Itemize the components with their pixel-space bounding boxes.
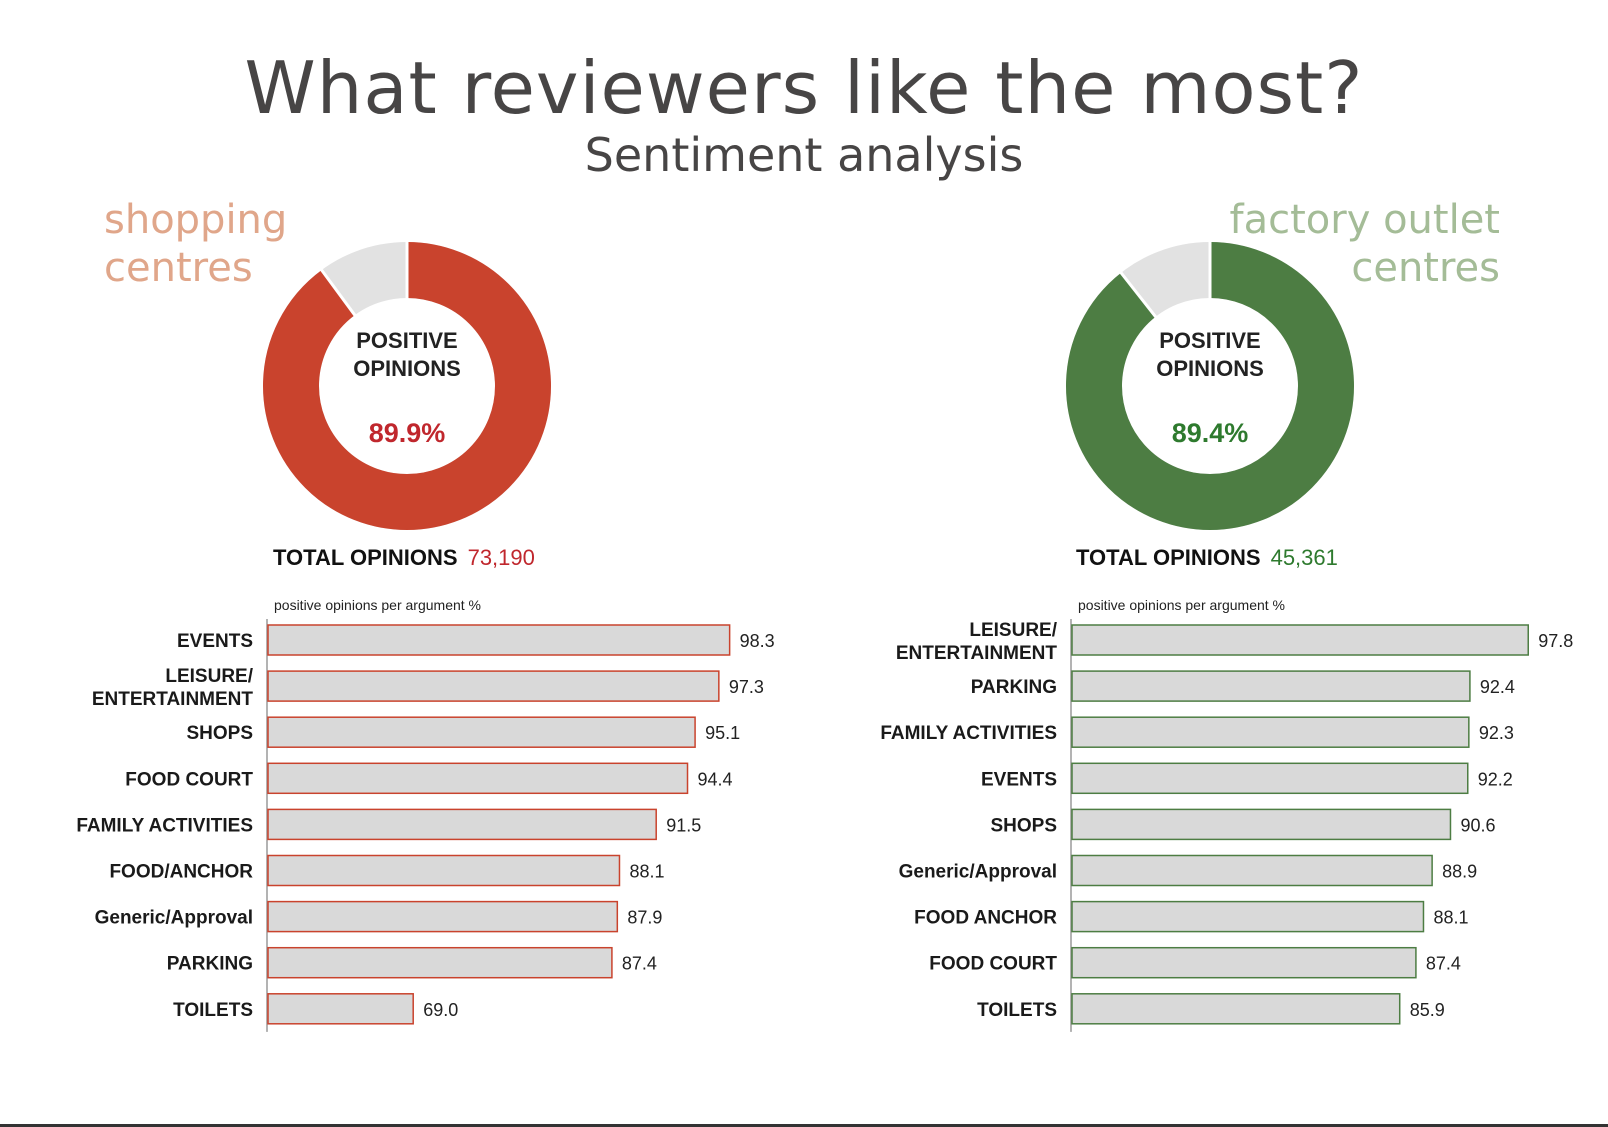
bar-label-left-5: FOOD/ANCHOR <box>109 862 253 883</box>
bar-value-left-8: 69.0 <box>423 1000 458 1020</box>
bar-right-7 <box>1071 946 1417 979</box>
bar-left-6 <box>267 900 619 933</box>
bar-chart-factory-outlet-centres: positive opinions per argument % 97.8 LEIS… <box>880 597 1573 1032</box>
total-opinions-left: TOTAL OPINIONS 73,190 <box>273 545 535 571</box>
category-shopping-centres: shopping centres <box>104 197 288 291</box>
category-factory-outlet-centres: factory outlet centres <box>1229 197 1501 291</box>
donut-separator-right-1 <box>1119 271 1158 319</box>
bar-left-1 <box>267 670 720 702</box>
bar-label-left-2: SHOPS <box>186 723 253 744</box>
bar-value-left-4: 91.5 <box>666 815 701 835</box>
bar-value-right-6: 88.1 <box>1433 908 1468 928</box>
bar-value-right-8: 85.9 <box>1410 1000 1445 1020</box>
donut-center-label-left: POSITIVE OPINIONS <box>353 328 461 381</box>
bottom-divider <box>0 1124 1608 1127</box>
donut-center-label-right: POSITIVE OPINIONS <box>1156 328 1264 381</box>
bar-value-right-7: 87.4 <box>1426 954 1461 974</box>
bar-left-5 <box>267 854 621 887</box>
bar-left-7 <box>267 946 613 979</box>
bar-right-2 <box>1071 716 1470 748</box>
bar-value-right-5: 88.9 <box>1442 862 1477 882</box>
bar-label-right-1: PARKING <box>971 677 1057 698</box>
bar-left-4 <box>267 808 657 841</box>
bar-label-left-7: PARKING <box>167 954 253 975</box>
bar-left-3 <box>267 762 689 795</box>
bar-value-left-1: 97.3 <box>729 677 764 697</box>
bar-right-4 <box>1071 808 1452 841</box>
total-value-right: 45,361 <box>1270 545 1338 570</box>
bar-value-left-7: 87.4 <box>622 954 657 974</box>
bar-value-right-1: 92.4 <box>1480 677 1515 697</box>
bar-right-6 <box>1071 900 1425 933</box>
total-value-left: 73,190 <box>467 545 535 570</box>
bar-left-0 <box>267 624 731 656</box>
bar-right-3 <box>1071 762 1469 795</box>
bar-right-1 <box>1071 670 1471 702</box>
page-subtitle: Sentiment analysis <box>584 128 1024 182</box>
bar-label-left-1: LEISURE/ENTERTAINMENT <box>92 666 254 710</box>
bar-label-left-8: TOILETS <box>173 1000 253 1021</box>
axis-caption-right: positive opinions per argument % <box>1078 597 1285 613</box>
axis-caption-left: positive opinions per argument % <box>274 597 481 613</box>
bar-label-right-4: SHOPS <box>990 815 1057 836</box>
bar-label-right-0: LEISURE/ENTERTAINMENT <box>896 620 1058 664</box>
donut-value-left: 89.9% <box>368 418 446 448</box>
bar-label-left-0: EVENTS <box>177 631 253 652</box>
bar-value-left-0: 98.3 <box>740 631 775 651</box>
bar-value-left-2: 95.1 <box>705 723 740 743</box>
total-label-right: TOTAL OPINIONS <box>1076 545 1261 570</box>
bar-value-right-4: 90.6 <box>1460 815 1495 835</box>
bar-left-8 <box>267 993 414 1025</box>
bar-right-0 <box>1071 624 1529 656</box>
bar-value-left-3: 94.4 <box>698 769 733 789</box>
bar-value-right-2: 92.3 <box>1479 723 1514 743</box>
page-title: What reviewers like the most? <box>244 46 1364 130</box>
bar-value-right-0: 97.8 <box>1538 631 1573 651</box>
donut-chart-shopping-centres <box>263 241 551 530</box>
bar-right-8 <box>1071 993 1401 1025</box>
donut-chart-factory-outlet-centres <box>1066 241 1354 530</box>
bar-label-right-8: TOILETS <box>977 1000 1057 1021</box>
bar-left-2 <box>267 716 696 748</box>
bar-value-left-5: 88.1 <box>629 862 664 882</box>
bar-label-left-3: FOOD COURT <box>125 769 253 790</box>
bar-label-right-6: FOOD ANCHOR <box>914 908 1057 929</box>
bar-value-left-6: 87.9 <box>627 908 662 928</box>
total-opinions-right: TOTAL OPINIONS 45,361 <box>1076 545 1338 571</box>
bar-label-right-7: FOOD COURT <box>929 954 1057 975</box>
bar-value-right-3: 92.2 <box>1478 769 1513 789</box>
donut-value-right: 89.4% <box>1171 418 1249 448</box>
bar-right-5 <box>1071 854 1433 887</box>
bar-label-right-5: Generic/Approval <box>899 862 1057 883</box>
bar-label-left-6: Generic/Approval <box>95 908 253 929</box>
bar-label-right-3: EVENTS <box>981 769 1057 790</box>
bar-label-right-2: FAMILY ACTIVITIES <box>880 723 1057 744</box>
bar-label-left-4: FAMILY ACTIVITIES <box>76 815 253 836</box>
total-label-left: TOTAL OPINIONS <box>273 545 458 570</box>
bar-chart-shopping-centres: positive opinions per argument % 98.3 EVEN… <box>76 597 775 1032</box>
donut-separator-left-1 <box>319 268 357 317</box>
